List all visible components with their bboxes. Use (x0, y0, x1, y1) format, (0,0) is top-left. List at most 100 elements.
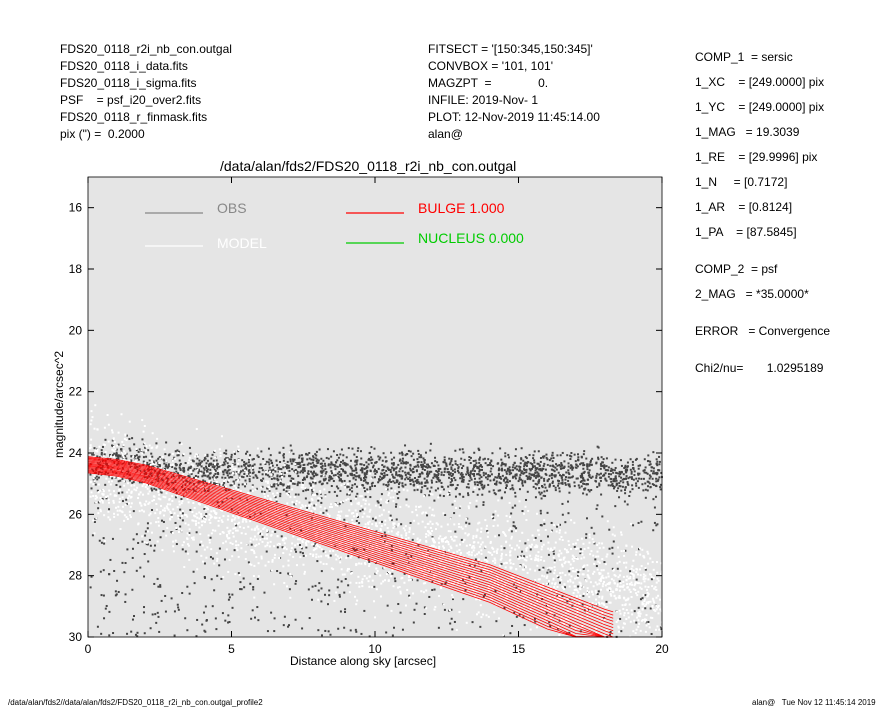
model-point (107, 440, 110, 443)
obs-point (480, 484, 483, 487)
model-point (646, 594, 649, 597)
model-point (444, 541, 447, 544)
model-point (97, 483, 100, 486)
obs-point (223, 481, 226, 484)
model-point (515, 529, 518, 532)
model-point (392, 547, 395, 550)
obs-point (553, 475, 556, 478)
model-point (289, 495, 292, 498)
model-point (214, 504, 217, 507)
obs-point (292, 459, 295, 462)
model-point (399, 592, 402, 595)
model-point (463, 538, 466, 541)
obs-point (401, 477, 404, 480)
obs-point (119, 479, 122, 482)
obs-point (177, 454, 180, 457)
model-point (296, 542, 299, 545)
model-point (419, 505, 422, 508)
obs-point (143, 606, 146, 609)
model-point (495, 552, 498, 555)
model-point (438, 562, 441, 565)
obs-point (506, 478, 509, 481)
obs-point (593, 542, 596, 545)
model-point (232, 472, 235, 475)
obs-point (656, 464, 659, 467)
obs-point (453, 476, 456, 479)
model-point (188, 528, 191, 531)
obs-point (220, 577, 223, 580)
obs-point (454, 462, 457, 465)
model-point (442, 545, 445, 548)
obs-point (375, 460, 378, 463)
obs-point (653, 521, 656, 524)
obs-point (223, 461, 226, 464)
obs-point (420, 461, 423, 464)
obs-point (177, 472, 180, 475)
obs-point (387, 467, 390, 470)
obs-point (521, 479, 524, 482)
obs-point (369, 459, 372, 462)
obs-point (253, 512, 256, 515)
obs-point (179, 474, 182, 477)
model-point (237, 510, 240, 513)
obs-point (364, 476, 367, 479)
model-point (113, 494, 116, 497)
obs-point (404, 454, 407, 457)
model-point (219, 533, 222, 536)
model-point (537, 555, 540, 558)
obs-point (357, 475, 360, 478)
obs-point (262, 457, 265, 460)
obs-point (275, 487, 278, 490)
obs-point (268, 463, 271, 466)
model-point (618, 560, 621, 563)
obs-point (462, 476, 465, 479)
model-point (291, 542, 294, 545)
obs-point (534, 536, 537, 539)
obs-point (632, 524, 635, 527)
obs-point (582, 567, 585, 570)
model-point (473, 595, 476, 598)
model-point (300, 535, 303, 538)
obs-point (401, 482, 404, 485)
obs-point (503, 547, 506, 550)
obs-point (615, 477, 618, 480)
obs-point (498, 468, 501, 471)
model-point (208, 480, 211, 483)
obs-point (525, 498, 528, 501)
obs-point (428, 595, 431, 598)
model-point (394, 489, 397, 492)
obs-point (306, 453, 309, 456)
model-point (375, 546, 378, 549)
model-point (263, 461, 266, 464)
obs-point (392, 462, 395, 465)
obs-point (604, 477, 607, 480)
model-point (538, 533, 541, 536)
obs-point (276, 570, 279, 573)
obs-point (475, 505, 478, 508)
obs-point (158, 630, 161, 633)
model-point (225, 485, 228, 488)
obs-point (146, 543, 149, 546)
obs-point (508, 473, 511, 476)
model-point (128, 510, 131, 513)
obs-point (203, 515, 206, 518)
model-point (553, 561, 556, 564)
obs-point (181, 519, 184, 522)
obs-point (461, 477, 464, 480)
model-point (186, 532, 189, 535)
model-point (385, 543, 388, 546)
model-point (371, 537, 374, 540)
model-point (378, 521, 381, 524)
model-point (547, 547, 550, 550)
obs-point (659, 486, 662, 489)
obs-point (437, 474, 440, 477)
model-point (442, 538, 445, 541)
obs-point (377, 455, 380, 458)
model-point (298, 518, 301, 521)
model-point (368, 575, 371, 578)
model-point (608, 601, 611, 604)
obs-point (481, 493, 484, 496)
obs-point (324, 472, 327, 475)
obs-point (128, 447, 131, 450)
model-point (318, 526, 321, 529)
